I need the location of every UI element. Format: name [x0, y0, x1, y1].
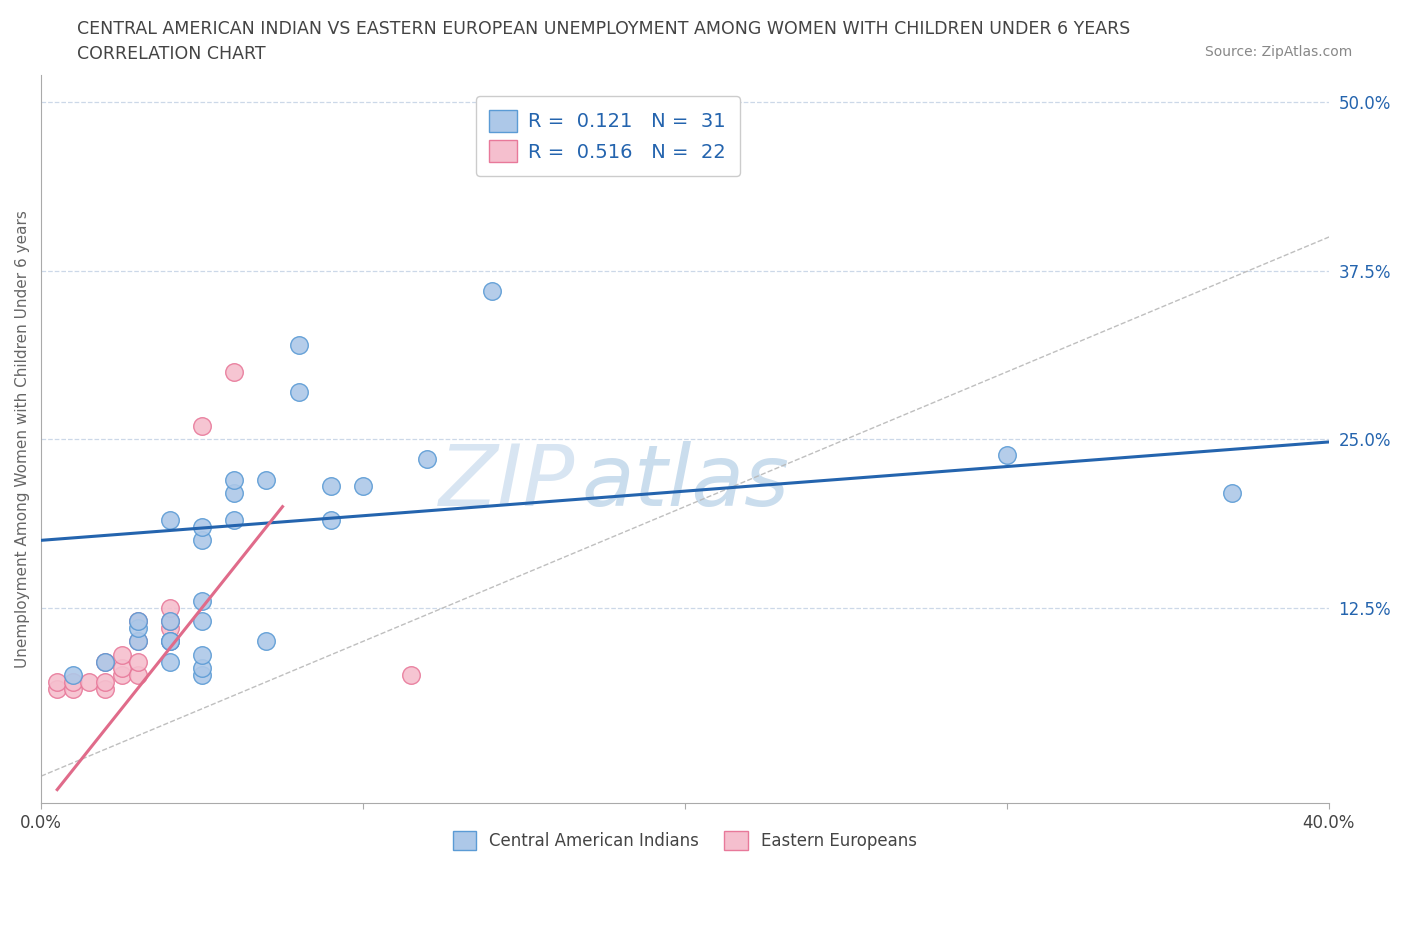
- Point: [127, 654, 149, 669]
- Point: [401, 668, 423, 683]
- Point: [127, 634, 149, 649]
- Point: [159, 614, 181, 629]
- Point: [159, 614, 181, 629]
- Point: [94, 654, 117, 669]
- Point: [62, 668, 84, 683]
- Point: [159, 512, 181, 527]
- Point: [191, 520, 214, 535]
- Point: [287, 338, 309, 352]
- Text: ZIP: ZIP: [439, 442, 575, 525]
- Point: [224, 512, 246, 527]
- Point: [62, 681, 84, 696]
- Point: [159, 634, 181, 649]
- Point: [995, 448, 1018, 463]
- Text: atlas: atlas: [582, 442, 790, 525]
- Y-axis label: Unemployment Among Women with Children Under 6 years: Unemployment Among Women with Children U…: [15, 210, 30, 668]
- Point: [127, 668, 149, 683]
- Point: [94, 674, 117, 689]
- Point: [159, 620, 181, 635]
- Point: [159, 654, 181, 669]
- Point: [1220, 485, 1243, 500]
- Point: [46, 681, 69, 696]
- Point: [191, 614, 214, 629]
- Text: Source: ZipAtlas.com: Source: ZipAtlas.com: [1205, 45, 1353, 59]
- Point: [110, 661, 132, 676]
- Point: [224, 485, 246, 500]
- Point: [191, 668, 214, 683]
- Point: [94, 681, 117, 696]
- Point: [224, 472, 246, 487]
- Point: [127, 614, 149, 629]
- Point: [191, 533, 214, 548]
- Text: CORRELATION CHART: CORRELATION CHART: [77, 45, 266, 62]
- Point: [191, 647, 214, 662]
- Point: [254, 634, 277, 649]
- Point: [159, 634, 181, 649]
- Point: [191, 418, 214, 433]
- Point: [62, 674, 84, 689]
- Point: [110, 647, 132, 662]
- Point: [481, 284, 503, 299]
- Point: [110, 668, 132, 683]
- Point: [224, 365, 246, 379]
- Point: [254, 472, 277, 487]
- Point: [191, 661, 214, 676]
- Point: [287, 385, 309, 400]
- Point: [46, 674, 69, 689]
- Point: [127, 614, 149, 629]
- Point: [127, 634, 149, 649]
- Point: [159, 634, 181, 649]
- Point: [94, 654, 117, 669]
- Text: CENTRAL AMERICAN INDIAN VS EASTERN EUROPEAN UNEMPLOYMENT AMONG WOMEN WITH CHILDR: CENTRAL AMERICAN INDIAN VS EASTERN EUROP…: [77, 20, 1130, 38]
- Point: [127, 620, 149, 635]
- Point: [416, 452, 439, 467]
- Point: [191, 593, 214, 608]
- Point: [352, 479, 374, 494]
- Point: [159, 600, 181, 615]
- Point: [319, 512, 342, 527]
- Point: [79, 674, 101, 689]
- Point: [319, 479, 342, 494]
- Legend: Central American Indians, Eastern Europeans: Central American Indians, Eastern Europe…: [443, 821, 927, 860]
